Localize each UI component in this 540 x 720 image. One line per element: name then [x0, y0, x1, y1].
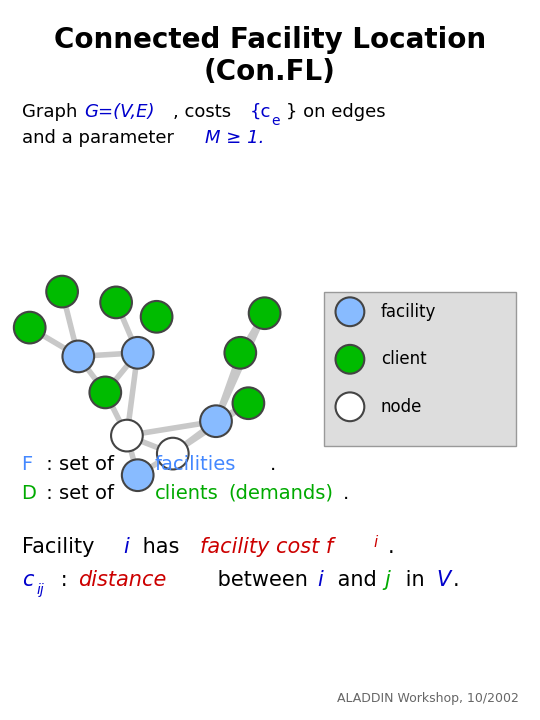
Ellipse shape [335, 345, 364, 374]
Ellipse shape [249, 297, 280, 329]
Ellipse shape [90, 377, 121, 408]
Ellipse shape [141, 301, 172, 333]
Text: facilities: facilities [154, 455, 236, 474]
Ellipse shape [233, 387, 264, 419]
Text: D: D [22, 484, 37, 503]
Text: : set of: : set of [40, 484, 121, 503]
Text: Connected Facility Location: Connected Facility Location [54, 26, 486, 53]
Text: between: between [211, 570, 314, 590]
Text: and: and [331, 570, 383, 590]
Text: client: client [381, 351, 426, 369]
Text: F: F [22, 455, 33, 474]
Text: facility cost f: facility cost f [200, 537, 333, 557]
Text: } on edges: } on edges [286, 102, 386, 120]
Text: j: j [384, 570, 390, 590]
Text: (Con.FL): (Con.FL) [204, 58, 336, 86]
Text: (demands): (demands) [228, 484, 333, 503]
Text: i: i [374, 536, 378, 550]
Text: c: c [22, 570, 33, 590]
Text: .: . [270, 455, 276, 474]
Text: i: i [123, 537, 129, 557]
Text: facility: facility [381, 303, 436, 321]
Text: e: e [272, 114, 280, 128]
Text: .: . [343, 484, 349, 503]
Ellipse shape [157, 438, 188, 469]
Text: and a parameter: and a parameter [22, 130, 179, 148]
Ellipse shape [111, 420, 143, 451]
Text: has: has [136, 537, 186, 557]
Text: {c: {c [249, 102, 271, 120]
Ellipse shape [122, 337, 153, 369]
Text: clients: clients [154, 484, 218, 503]
Text: : set of: : set of [40, 455, 121, 474]
Ellipse shape [122, 459, 153, 491]
Ellipse shape [225, 337, 256, 369]
Text: :: : [54, 570, 75, 590]
Ellipse shape [335, 297, 364, 326]
Ellipse shape [63, 341, 94, 372]
Text: .: . [453, 570, 459, 590]
FancyBboxPatch shape [324, 292, 516, 446]
Text: in: in [399, 570, 431, 590]
Text: G=(V,E): G=(V,E) [84, 102, 154, 120]
Text: i: i [317, 570, 323, 590]
Text: distance: distance [78, 570, 167, 590]
Text: Graph: Graph [22, 102, 83, 120]
Text: M ≥ 1.: M ≥ 1. [205, 130, 265, 148]
Ellipse shape [100, 287, 132, 318]
Text: V: V [436, 570, 450, 590]
Text: , costs: , costs [173, 102, 237, 120]
Text: ij: ij [37, 583, 44, 598]
Text: .: . [388, 537, 394, 557]
Ellipse shape [200, 405, 232, 437]
Text: node: node [381, 398, 422, 416]
Text: Facility: Facility [22, 537, 101, 557]
Ellipse shape [335, 392, 364, 421]
Text: ALADDIN Workshop, 10/2002: ALADDIN Workshop, 10/2002 [336, 692, 518, 705]
Ellipse shape [14, 312, 45, 343]
Ellipse shape [46, 276, 78, 307]
